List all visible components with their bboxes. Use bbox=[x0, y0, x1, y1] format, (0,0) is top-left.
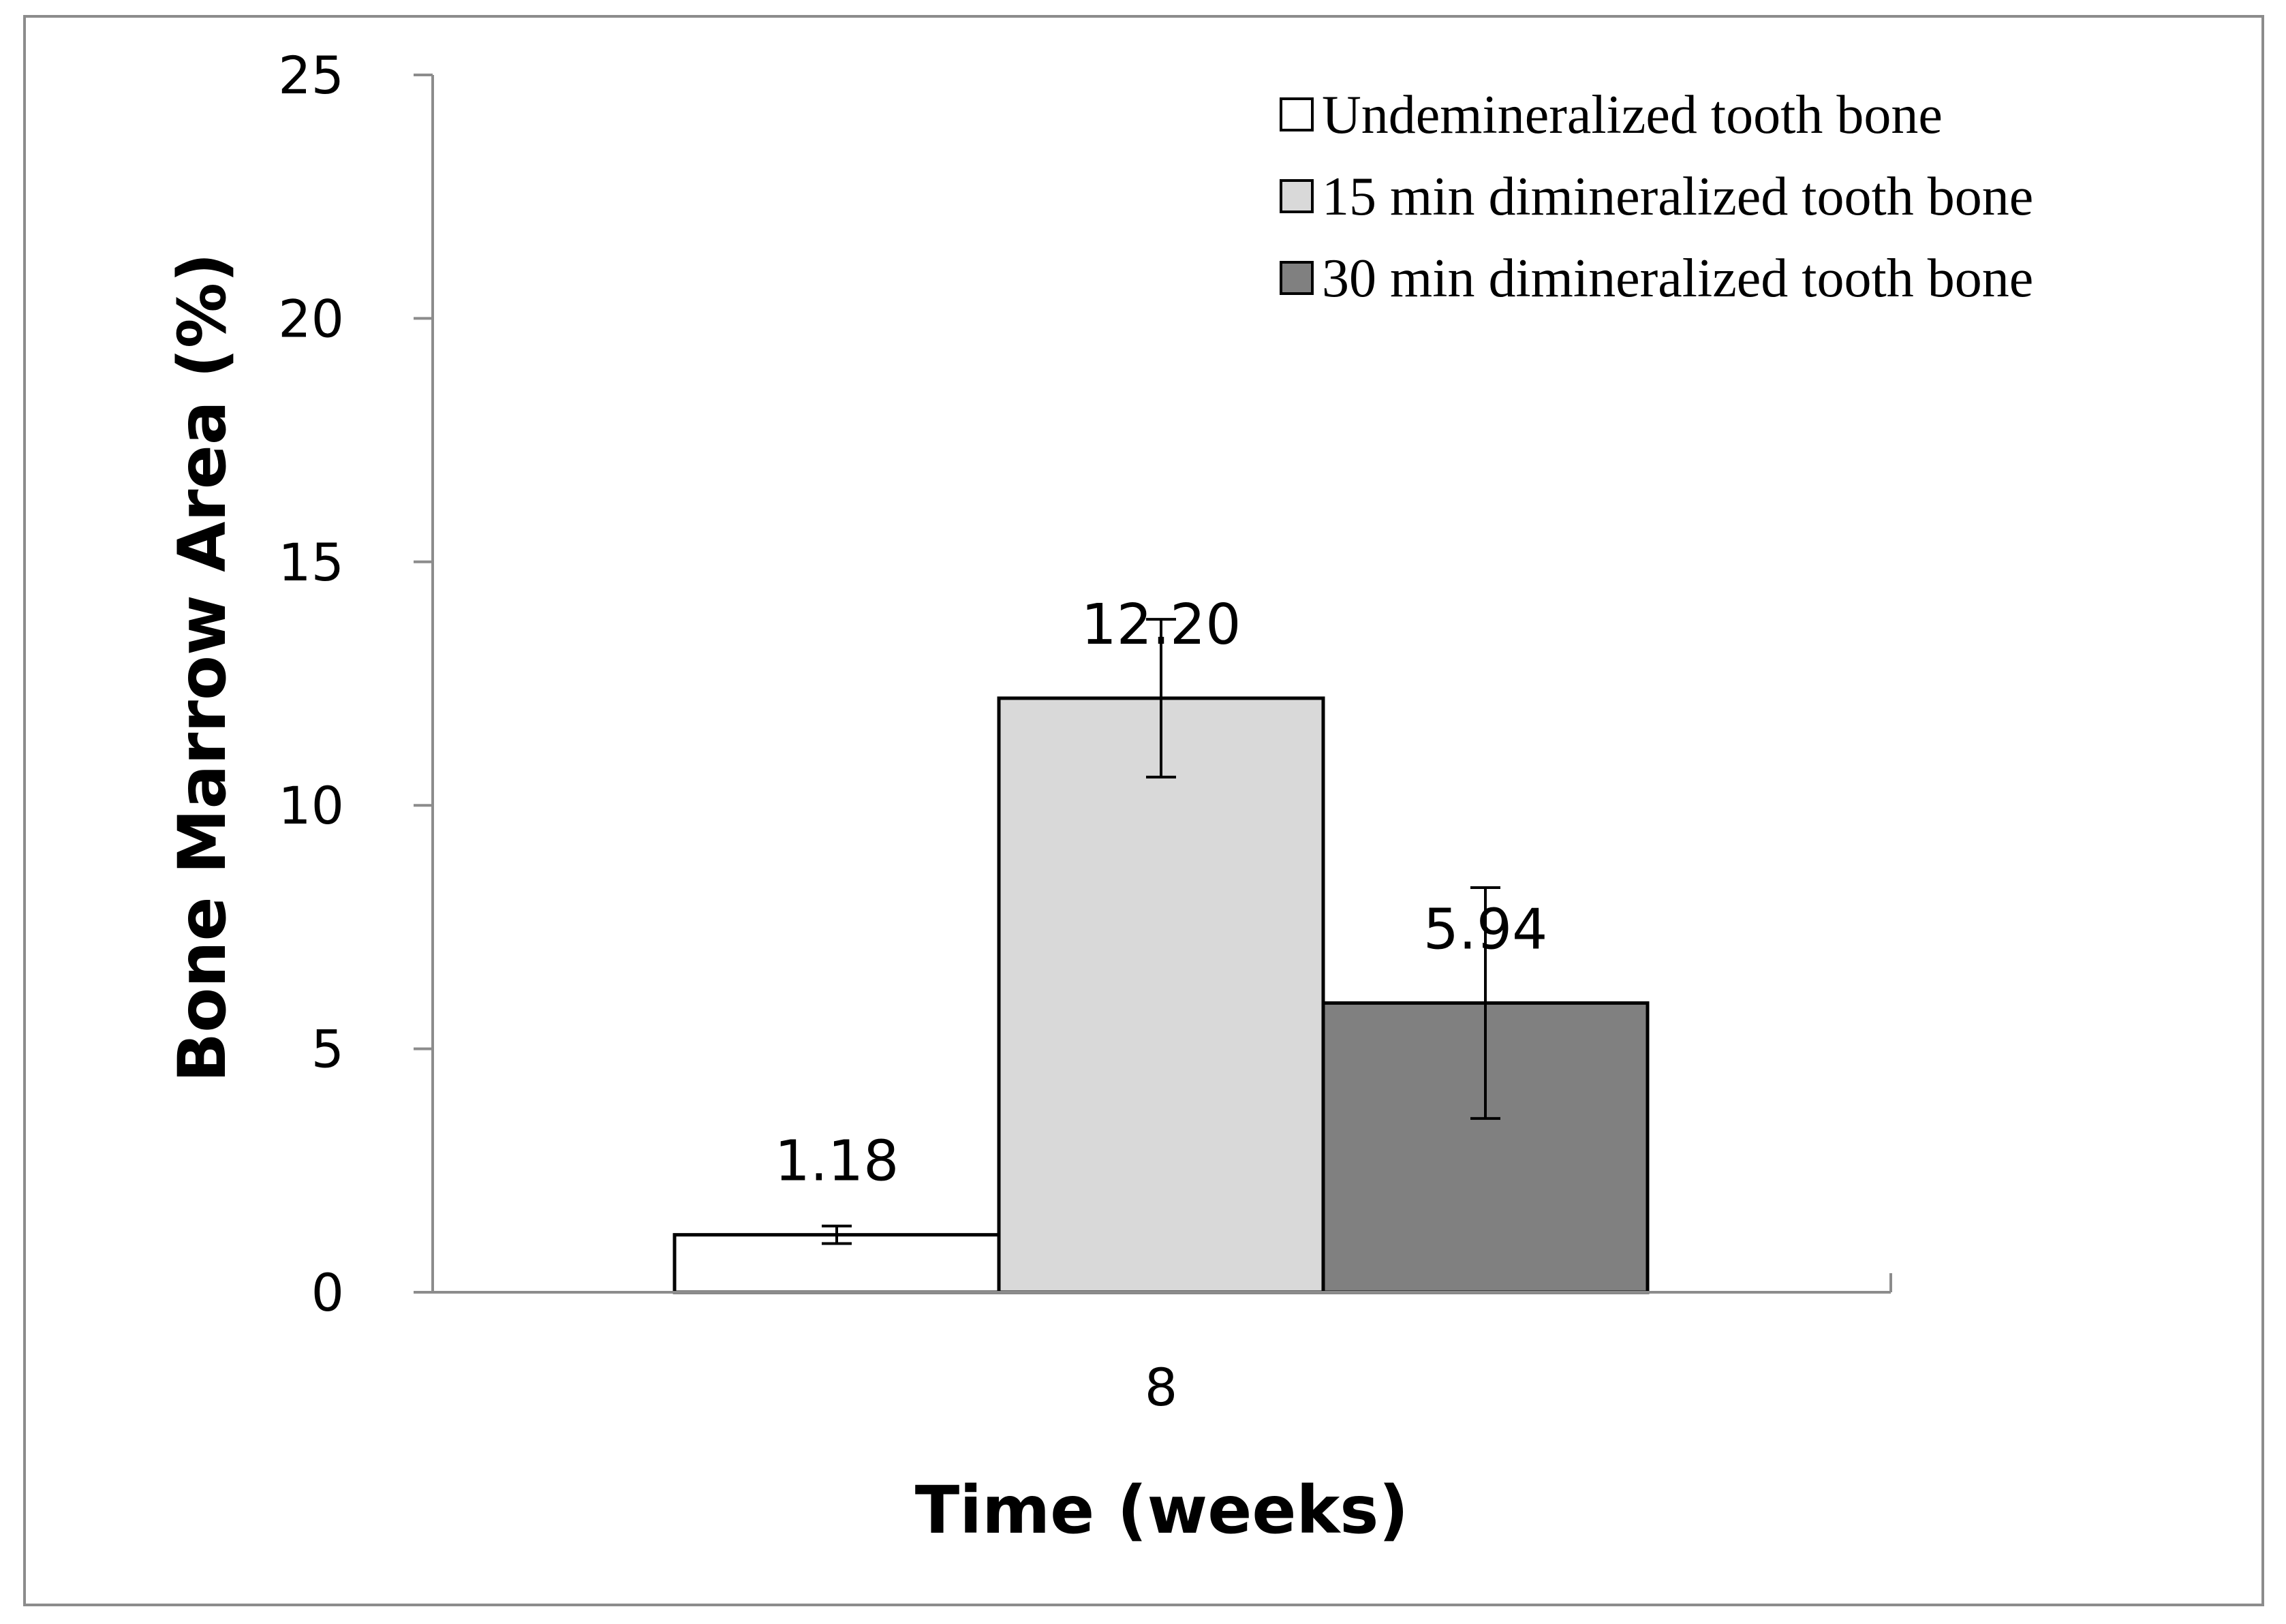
y-axis-title: Bone Marrow Area (%) bbox=[164, 253, 241, 1082]
legend-label: Undemineralized tooth bone bbox=[1322, 85, 1943, 145]
y-tick-label: 10 bbox=[278, 775, 344, 836]
legend-label: 30 min dimineralized tooth bone bbox=[1322, 249, 2033, 309]
y-tick-label: 5 bbox=[311, 1019, 344, 1080]
bar bbox=[997, 696, 1325, 1294]
y-axis-tick-labels: 0 5 10 15 20 25 bbox=[278, 45, 344, 1323]
x-axis-title: Time (weeks) bbox=[915, 1472, 1409, 1548]
data-label: 12.20 bbox=[1081, 593, 1241, 657]
x-tick-label: 8 bbox=[1145, 1357, 1177, 1418]
y-tick-label: 0 bbox=[311, 1262, 344, 1323]
y-axis-ticks bbox=[414, 74, 433, 1294]
y-tick-label: 20 bbox=[278, 288, 344, 349]
legend-swatch bbox=[1280, 261, 1314, 295]
legend-label: 15 min dimineralized tooth bone bbox=[1322, 167, 2033, 227]
y-tick-label: 25 bbox=[278, 45, 344, 106]
data-label: 1.18 bbox=[775, 1129, 899, 1194]
y-tick-label: 15 bbox=[278, 532, 344, 593]
legend: Undemineralized tooth bone 15 min diminer… bbox=[1280, 85, 2033, 309]
data-label: 5.94 bbox=[1423, 897, 1548, 962]
bars-group bbox=[673, 696, 1650, 1294]
error-bars-group bbox=[822, 618, 1500, 1245]
data-labels-group: 1.18 12.20 5.94 bbox=[775, 593, 1548, 1194]
legend-swatch bbox=[1280, 179, 1314, 213]
legend-swatch bbox=[1280, 97, 1314, 131]
